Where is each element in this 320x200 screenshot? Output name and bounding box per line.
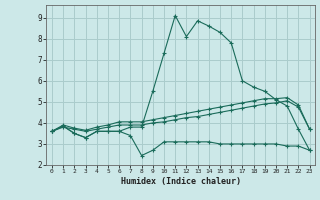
X-axis label: Humidex (Indice chaleur): Humidex (Indice chaleur) <box>121 177 241 186</box>
